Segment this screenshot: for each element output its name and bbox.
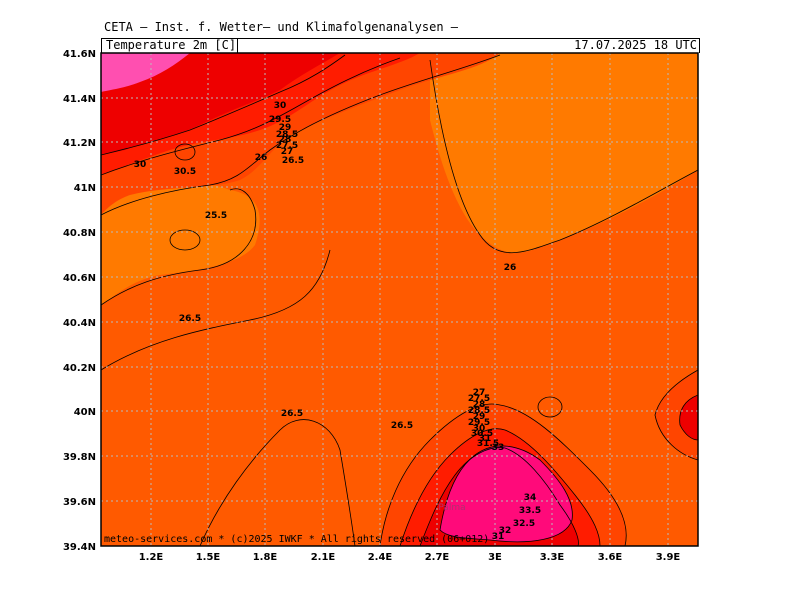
field-32-plus-nw bbox=[101, 53, 190, 92]
contour-label: 29.5 bbox=[269, 115, 291, 125]
lon-tick: 1.5E bbox=[196, 552, 221, 563]
contour-label: 29 bbox=[279, 123, 292, 133]
lat-tick: 39.6N bbox=[63, 497, 96, 508]
header-title: CETA — Inst. f. Wetter— und Klimafolgena… bbox=[104, 20, 459, 34]
lat-tick: 41.2N bbox=[63, 138, 96, 149]
lat-tick: 39.4N bbox=[63, 542, 96, 553]
lat-tick: 41.6N bbox=[63, 49, 96, 60]
contour-label: 26.5 bbox=[179, 314, 201, 324]
field-25-26-w bbox=[101, 177, 260, 305]
contour-label: 29.5 bbox=[468, 418, 490, 428]
map-frame bbox=[100, 52, 699, 547]
lat-tick: 40.8N bbox=[63, 228, 96, 239]
place-label-palma: Palma bbox=[438, 503, 465, 513]
parameter-label: Temperature 2m [C] bbox=[106, 38, 237, 52]
field-27-28-e bbox=[655, 370, 698, 460]
lat-tick: 39.8N bbox=[63, 452, 96, 463]
contour-label: 26.5 bbox=[391, 421, 413, 431]
contour-label: 28.5 bbox=[276, 130, 298, 140]
lon-tick: 2.7E bbox=[425, 552, 450, 563]
lat-tick: 41N bbox=[74, 183, 96, 194]
contour-label: 32 bbox=[499, 526, 512, 536]
contour-label: 27.5 bbox=[468, 394, 490, 404]
field-30-32-e bbox=[679, 395, 698, 440]
lon-axis: 1.2E 1.5E 1.8E 2.1E 2.4E 2.7E 3E 3.3E 3.… bbox=[139, 552, 681, 563]
header-bar: Temperature 2m [C] 17.07.2025 18 UTC bbox=[101, 38, 700, 53]
contour-label: 31 bbox=[479, 434, 492, 444]
lon-tick: 1.8E bbox=[253, 552, 278, 563]
contour-label: 33 bbox=[492, 443, 505, 453]
contour-label: 34 bbox=[524, 493, 537, 503]
contour-label: 30 bbox=[134, 160, 147, 170]
lat-tick: 41.4N bbox=[63, 94, 96, 105]
contour-label: 26.5 bbox=[281, 409, 303, 419]
contour-label: 26 bbox=[255, 153, 268, 163]
contour-label: 33.5 bbox=[519, 506, 541, 516]
lon-tick: 2.1E bbox=[311, 552, 336, 563]
contour-label: 31.5 bbox=[477, 439, 499, 449]
contour-lines bbox=[101, 54, 698, 546]
contour-label: 28 bbox=[279, 135, 292, 145]
contour-label: 28 bbox=[473, 400, 486, 410]
contour-label: 27 bbox=[281, 147, 294, 157]
map-fill-layer bbox=[101, 53, 698, 546]
credit-text: meteo-services.com * (c)2025 IWKF * All … bbox=[104, 534, 490, 545]
contour-label: 27 bbox=[473, 388, 486, 398]
lat-tick: 40N bbox=[74, 407, 96, 418]
lat-tick: 40.2N bbox=[63, 363, 96, 374]
contour-label: 26 bbox=[504, 263, 517, 273]
lon-tick: 3E bbox=[488, 552, 502, 563]
contour-label: 27.5 bbox=[276, 141, 298, 151]
contour-labels: 30 29.5 29 28.5 28 27.5 27 26 26.5 30.5 … bbox=[134, 101, 541, 542]
lon-tick: 3.9E bbox=[656, 552, 681, 563]
valid-time: 17.07.2025 18 UTC bbox=[574, 38, 697, 52]
contour-label: 31 bbox=[492, 532, 505, 542]
lon-tick: 1.2E bbox=[139, 552, 164, 563]
lat-tick: 40.4N bbox=[63, 318, 96, 329]
lon-tick: 2.4E bbox=[368, 552, 393, 563]
contour-label: 30.5 bbox=[471, 429, 493, 439]
contour-label: 30.5 bbox=[174, 167, 196, 177]
field-25-26-ne bbox=[430, 53, 698, 253]
contour-label: 30 bbox=[274, 101, 287, 111]
field-32-plus-s bbox=[440, 445, 573, 542]
lon-tick: 3.3E bbox=[540, 552, 565, 563]
contour-label: 26.5 bbox=[282, 156, 304, 166]
contour-label: 30 bbox=[473, 424, 486, 434]
contour-label: 28.5 bbox=[468, 406, 490, 416]
contour-label: 25.5 bbox=[205, 211, 227, 221]
grid-lines bbox=[101, 53, 698, 546]
contour-label: 32.5 bbox=[513, 519, 535, 529]
contour-label: 29 bbox=[473, 412, 486, 422]
lon-tick: 3.6E bbox=[598, 552, 623, 563]
header-separator bbox=[237, 39, 238, 53]
field-30-32-n bbox=[101, 53, 340, 155]
lat-axis: 41.6N 41.4N 41.2N 41N 40.8N 40.6N 40.4N … bbox=[63, 49, 96, 553]
lat-tick: 40.6N bbox=[63, 273, 96, 284]
